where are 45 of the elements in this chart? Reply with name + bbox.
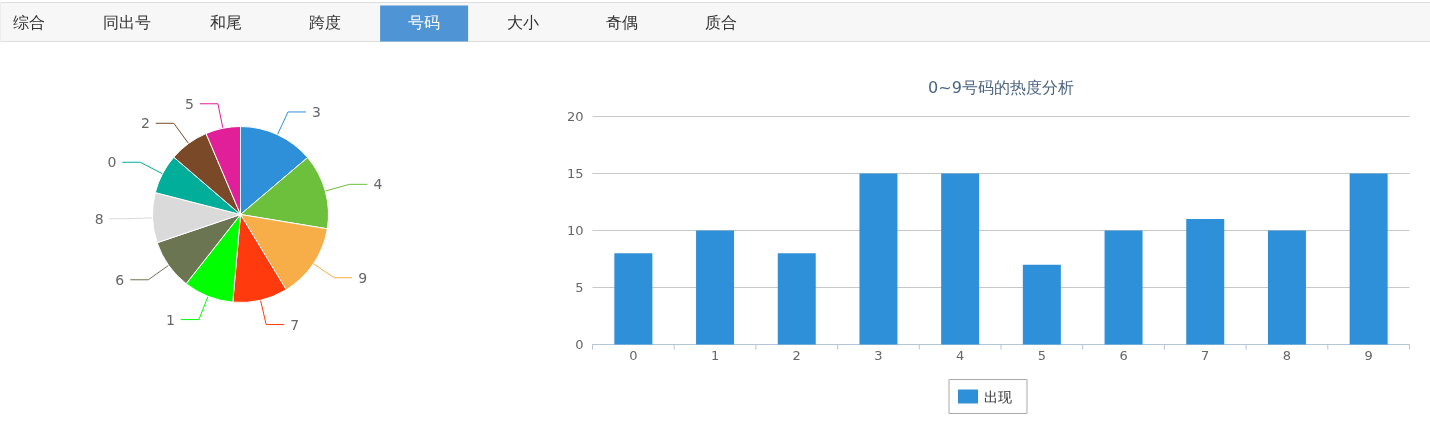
category-label: 跨度 — [309, 13, 342, 32]
y-tick-label: 15 — [566, 166, 584, 181]
bar — [859, 173, 898, 345]
bar — [1104, 230, 1143, 345]
x-tick-label: 1 — [710, 348, 720, 363]
category-label: 质合 — [704, 13, 737, 32]
legend-label: 出现 — [984, 388, 1012, 405]
x-tick-label: 6 — [1119, 348, 1128, 363]
bar — [614, 253, 653, 345]
slice-label: 1 — [165, 311, 175, 328]
bar — [941, 173, 980, 345]
y-tick-label: 10 — [566, 223, 584, 238]
bar — [1022, 264, 1061, 345]
chart-title: 0~9号码的热度分析 — [928, 78, 1074, 97]
x-tick-label: 7 — [1201, 348, 1210, 363]
category-label: 号码 — [408, 13, 441, 32]
slice-label: 5 — [185, 95, 194, 112]
x-tick-label: 4 — [956, 348, 965, 363]
slice-label: 2 — [140, 115, 150, 132]
slice-label: 3 — [311, 103, 321, 120]
slice-label: 4 — [373, 176, 383, 193]
category-label: 大小 — [507, 13, 539, 32]
x-tick-label: 5 — [1037, 348, 1046, 363]
category-label: 同出号 — [103, 13, 152, 32]
bar — [777, 253, 816, 345]
y-tick-label: 5 — [575, 280, 584, 295]
bar — [1349, 173, 1388, 345]
category-label: 奇偶 — [605, 13, 638, 32]
x-tick-label: 2 — [792, 348, 801, 363]
y-tick-label: 20 — [566, 109, 584, 124]
x-tick-label: 9 — [1364, 348, 1373, 363]
category-label: 和尾 — [210, 13, 243, 32]
bar — [1186, 219, 1225, 345]
category-label: 综合 — [12, 13, 45, 32]
slice-label: 8 — [94, 210, 104, 227]
x-tick-label: 3 — [874, 348, 883, 363]
bar — [696, 230, 735, 345]
slice-label: 6 — [115, 271, 125, 288]
x-tick-label: 8 — [1282, 348, 1292, 363]
y-tick-label: 0 — [575, 337, 584, 352]
slice-label: 0 — [107, 154, 117, 171]
slice-label: 7 — [290, 316, 300, 333]
bar — [1267, 230, 1306, 345]
x-tick-label: 0 — [629, 348, 638, 363]
slice-label: 9 — [358, 269, 368, 286]
